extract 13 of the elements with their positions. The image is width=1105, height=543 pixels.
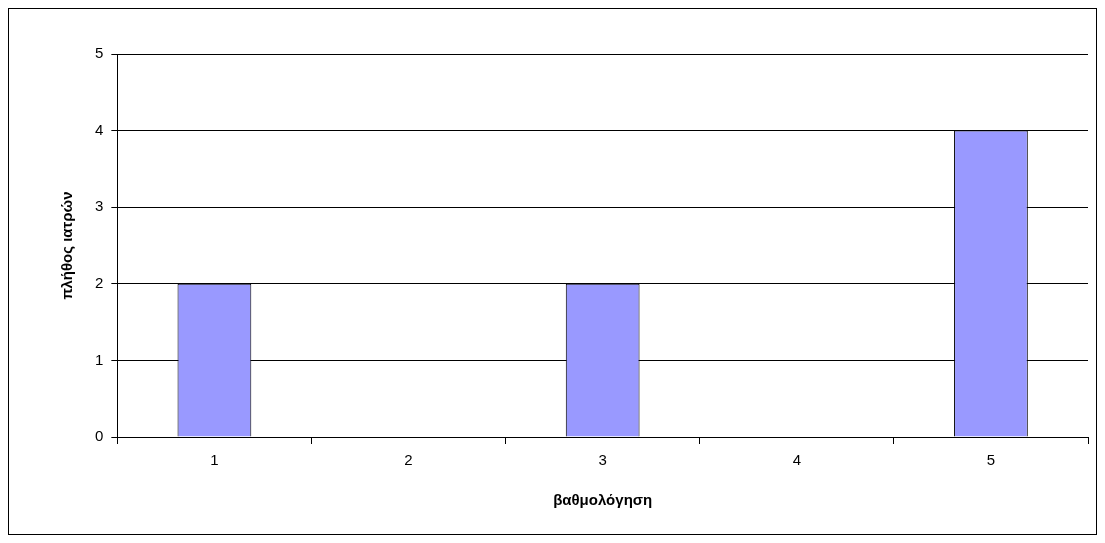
y-tick-label: 0 (95, 427, 104, 445)
y-tick-label: 4 (95, 120, 104, 138)
x-axis-title: βαθμολόγηση (553, 491, 653, 509)
y-axis-title: πλήθος ιατρών (58, 191, 76, 300)
x-tick-label: 5 (986, 451, 996, 469)
x-tick-label: 2 (404, 451, 413, 469)
y-tick-label: 3 (95, 197, 104, 215)
x-tick-label: 4 (792, 451, 801, 469)
y-tick-label: 2 (95, 273, 104, 291)
y-tick-label: 1 (95, 350, 104, 368)
x-tick-label: 3 (598, 451, 607, 469)
x-tick-label: 1 (210, 451, 219, 469)
y-tick-label: 5 (95, 44, 104, 62)
